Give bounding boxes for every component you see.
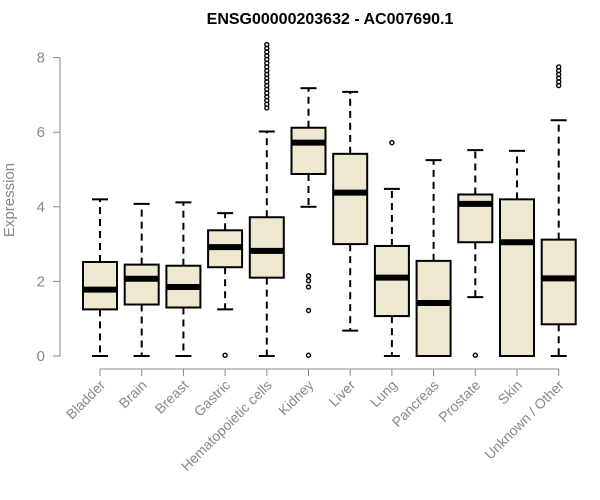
outlier-point [305,273,312,279]
x-tick-label: Bladder [63,377,109,423]
box-group [499,149,535,357]
x-tick-label: Skin [495,377,526,408]
y-tick-label: 8 [37,50,45,67]
outlier-point [222,352,228,358]
x-tick-label: Lung [367,377,400,410]
box [248,216,285,279]
box [290,126,327,175]
x-tick-label: Breast [152,377,192,417]
outlier-point [305,352,312,358]
x-tick-label: Prostate [435,377,483,425]
box [415,259,452,358]
chart-title: ENSG00000203632 - AC007690.1 [207,11,454,28]
box [332,152,369,246]
outlier-point [305,277,312,284]
outlier-point [556,64,562,70]
box-group [373,139,410,357]
box-group [207,212,244,358]
outlier-point [389,139,395,146]
box-group [82,198,118,357]
y-axis: 0 2 4 6 8 [37,50,61,365]
box-group [415,159,452,358]
outlier-point [305,284,312,290]
box [82,261,118,311]
y-tick-label: 6 [37,124,45,141]
outlier-point [472,352,478,358]
box-group [123,202,160,357]
x-tick-label: Brain [115,377,149,411]
x-tick-label: Unknown / Other [481,377,567,463]
box-group [290,87,327,358]
box [540,238,577,326]
y-tick-label: 0 [37,348,45,365]
box [123,263,160,306]
box-group [248,41,285,357]
x-tick-label: Liver [326,377,359,410]
box-group [540,64,577,357]
outlier-point [305,307,312,314]
y-tick-label: 4 [37,199,45,216]
box-group [457,149,494,358]
x-tick-label: Kidney [275,377,317,419]
y-tick-label: 2 [37,273,45,290]
box [373,244,410,318]
box-group [332,90,369,332]
box-group [165,201,202,357]
y-axis-label: Expression [1,163,18,237]
outlier-point [264,41,270,48]
plot-area [82,41,577,358]
box [499,198,535,357]
